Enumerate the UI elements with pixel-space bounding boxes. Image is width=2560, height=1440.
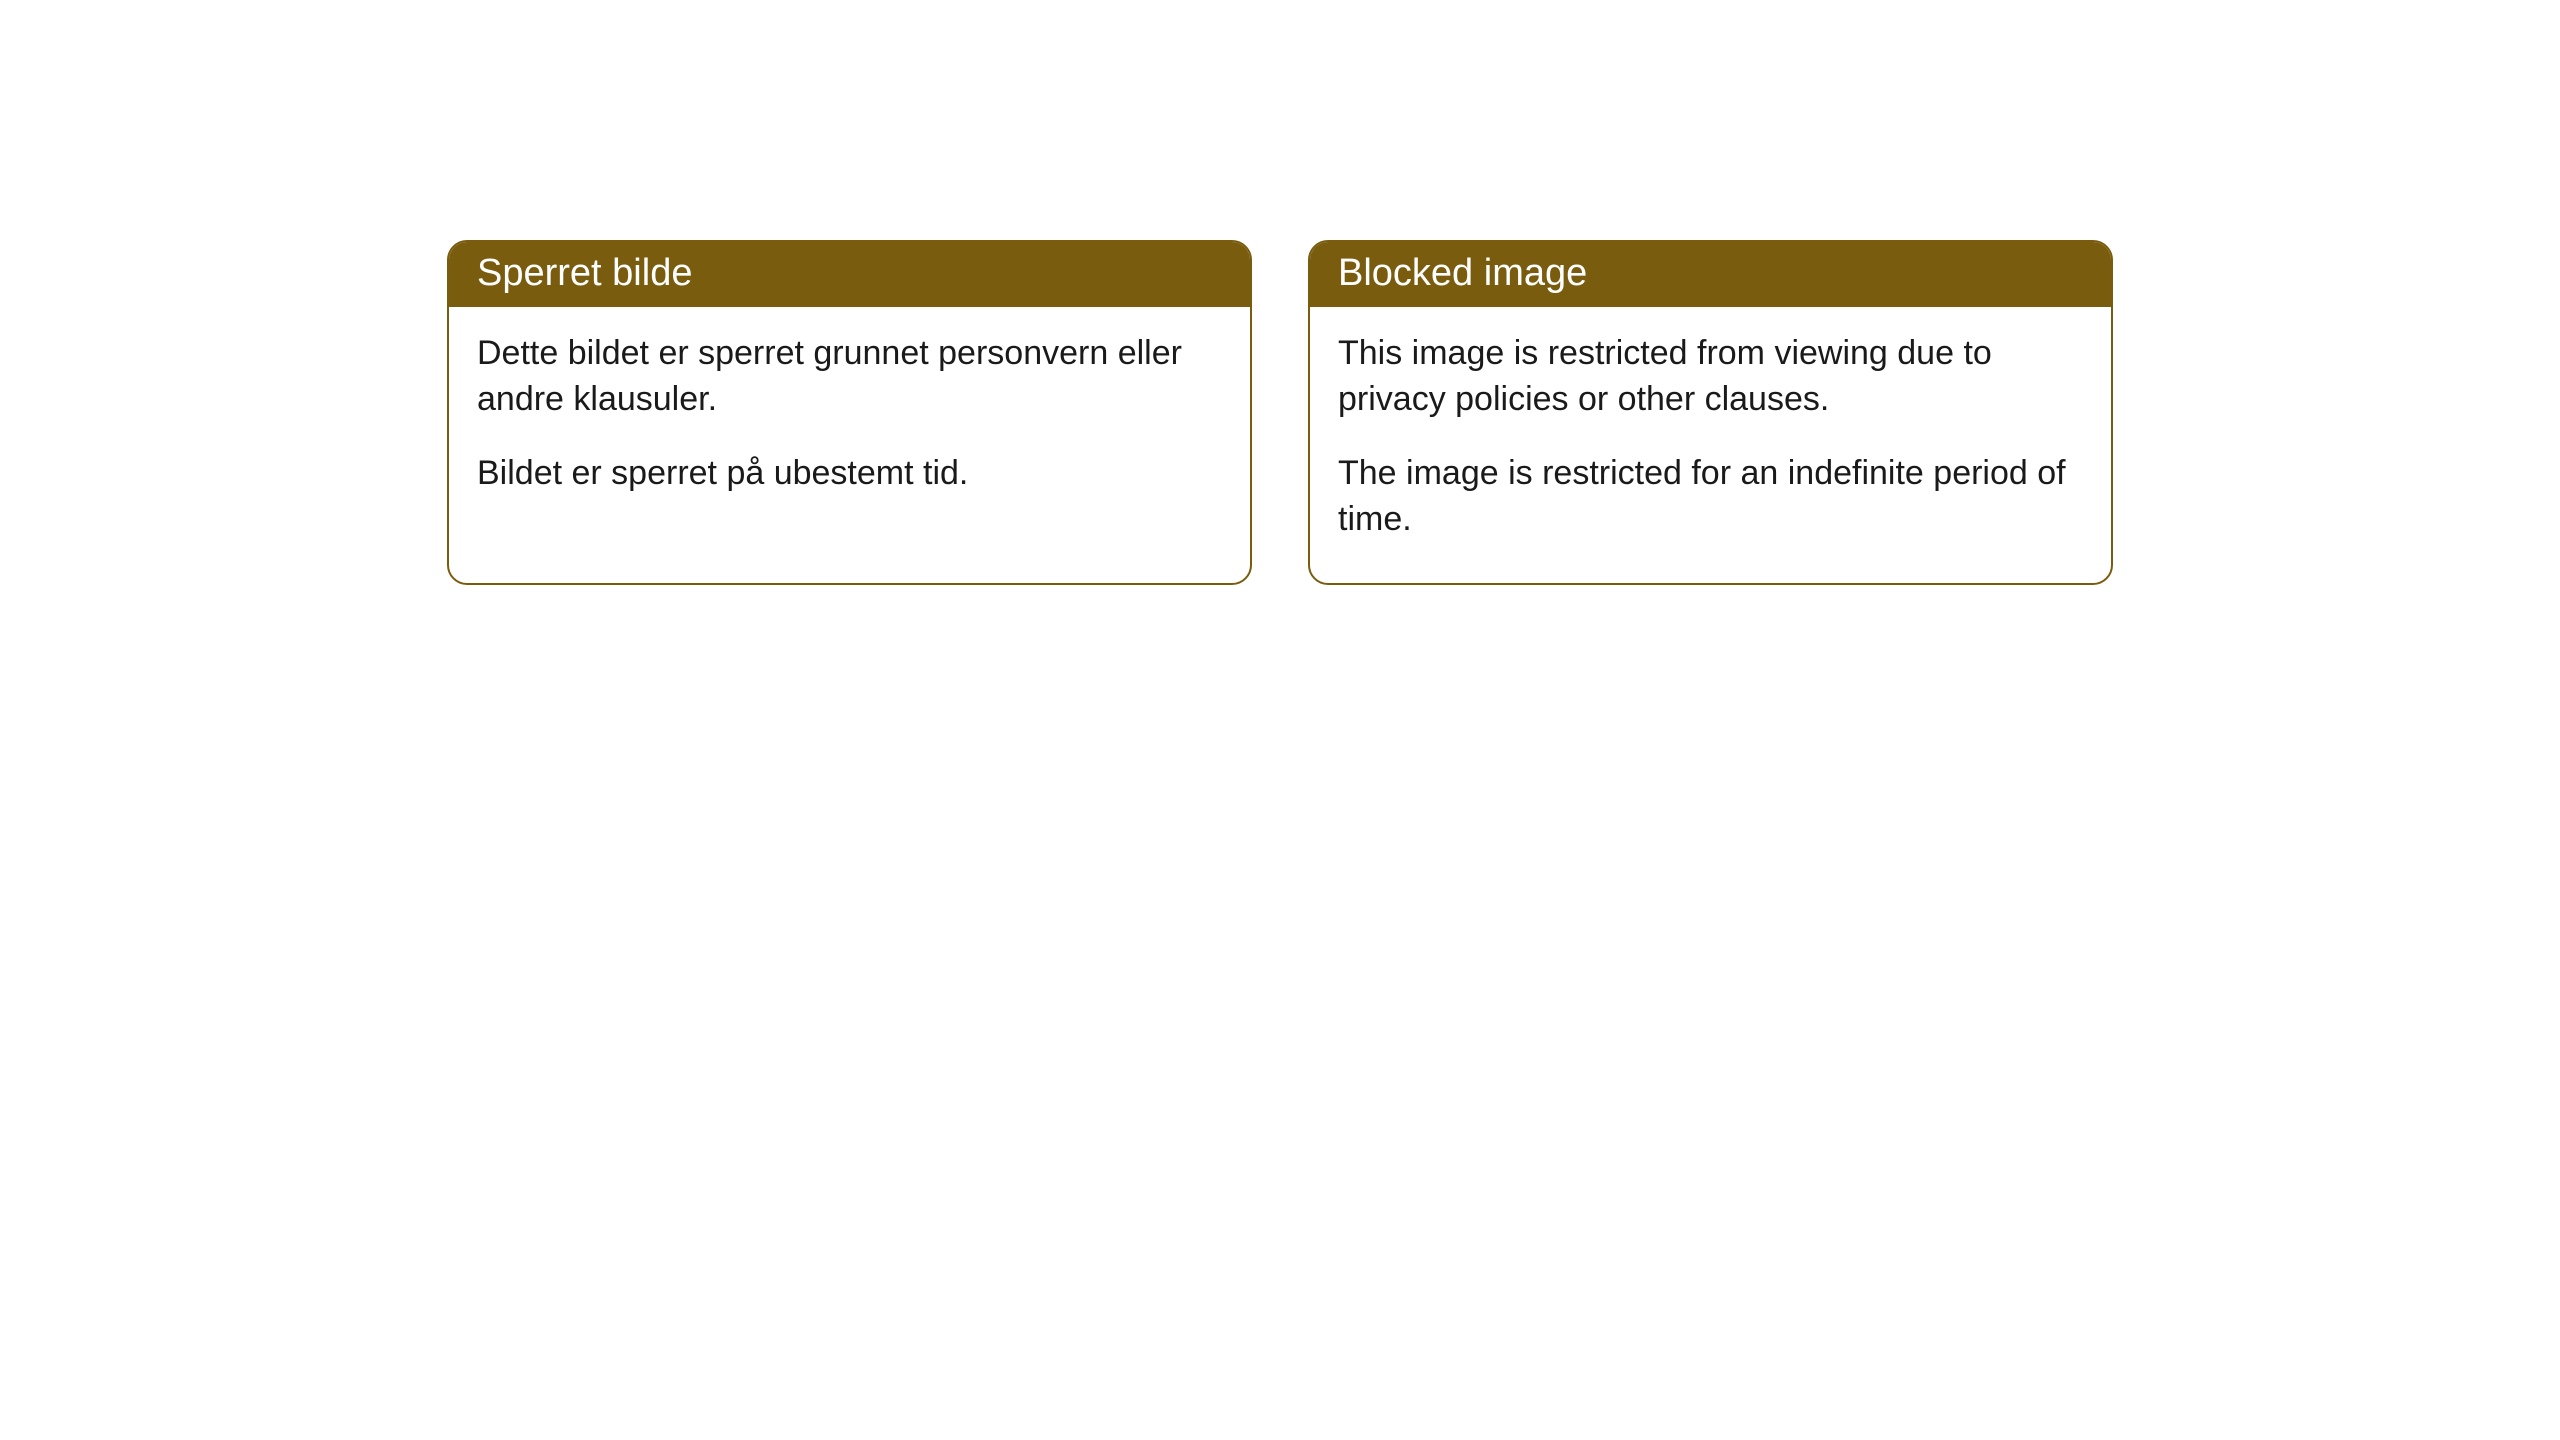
card-paragraph: Bildet er sperret på ubestemt tid. (477, 451, 1222, 497)
card-body-english: This image is restricted from viewing du… (1310, 307, 2111, 583)
card-paragraph: The image is restricted for an indefinit… (1338, 451, 2083, 543)
card-paragraph: This image is restricted from viewing du… (1338, 331, 2083, 423)
card-header-english: Blocked image (1310, 242, 2111, 307)
card-paragraph: Dette bildet er sperret grunnet personve… (477, 331, 1222, 423)
card-header-norwegian: Sperret bilde (449, 242, 1250, 307)
card-title: Blocked image (1338, 252, 1587, 294)
card-title: Sperret bilde (477, 252, 692, 294)
blocked-image-card-norwegian: Sperret bilde Dette bildet er sperret gr… (447, 240, 1252, 585)
blocked-image-card-english: Blocked image This image is restricted f… (1308, 240, 2113, 585)
notice-cards-container: Sperret bilde Dette bildet er sperret gr… (447, 240, 2113, 585)
card-body-norwegian: Dette bildet er sperret grunnet personve… (449, 307, 1250, 537)
